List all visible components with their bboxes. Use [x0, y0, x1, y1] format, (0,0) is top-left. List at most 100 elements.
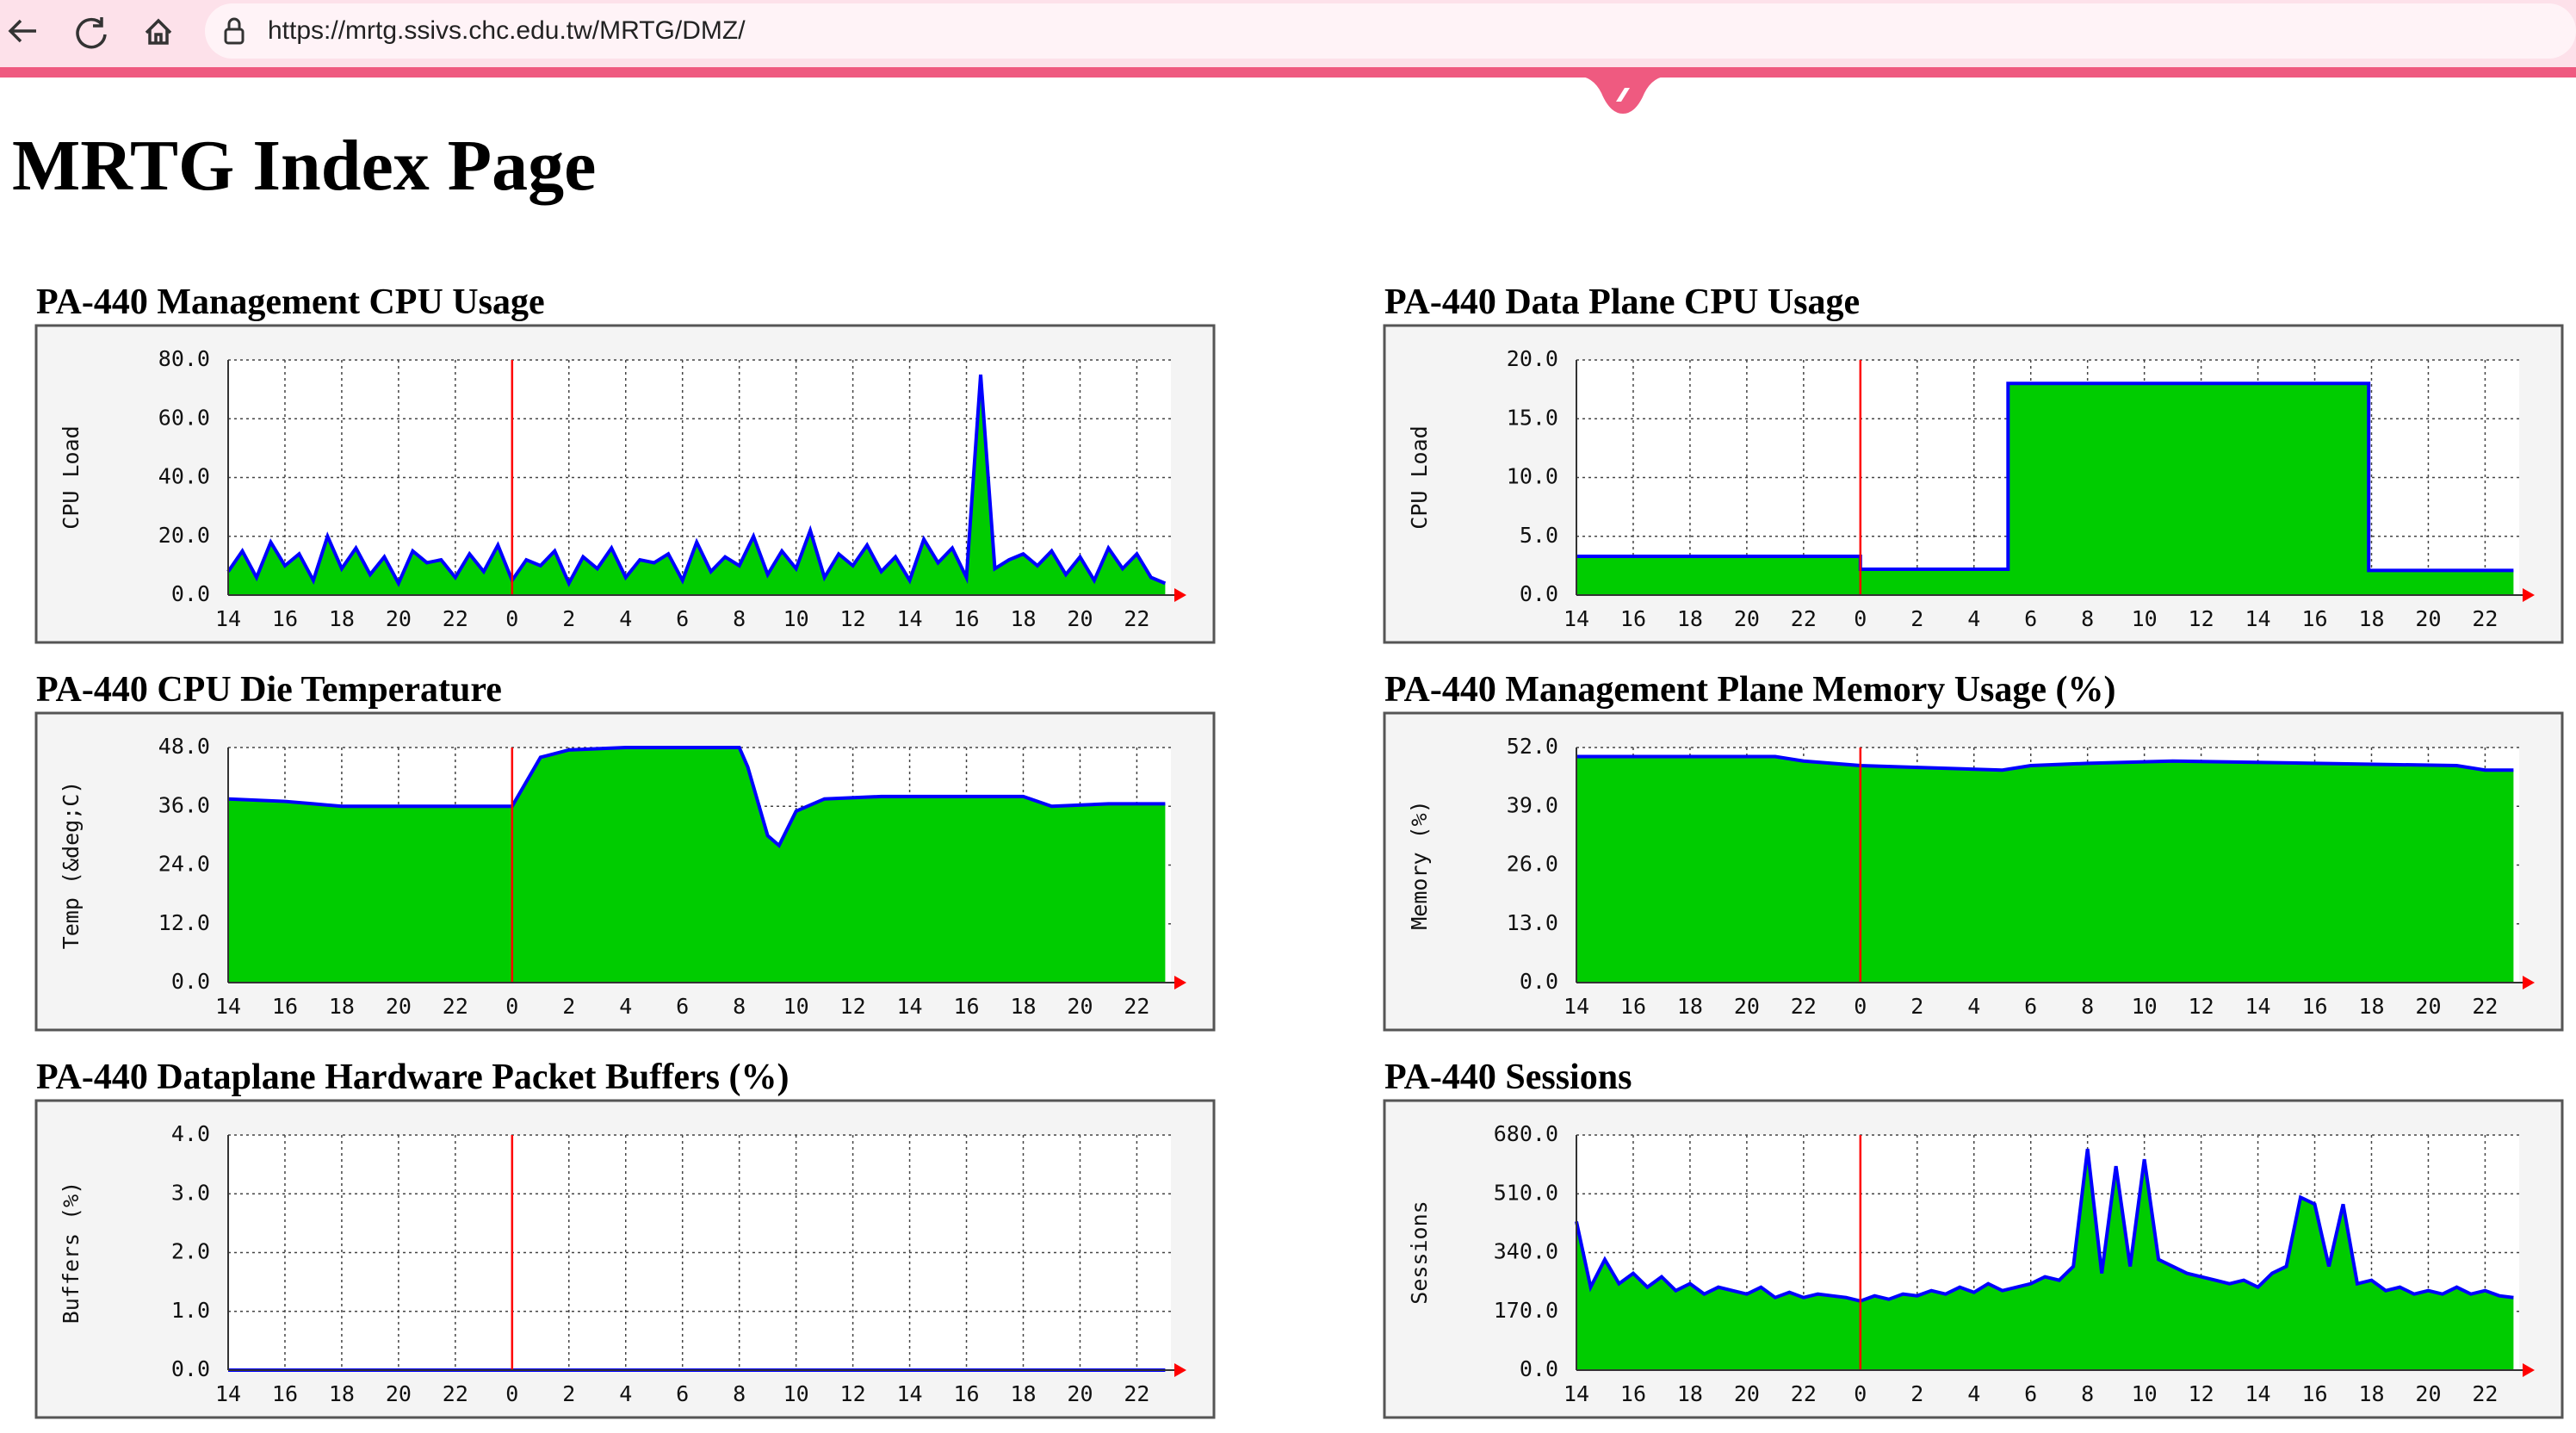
y-tick-label: 170.0: [1494, 1298, 1558, 1323]
y-tick-label: 340.0: [1494, 1239, 1558, 1264]
x-tick-label: 22: [443, 994, 468, 1019]
x-tick-label: 4: [1967, 1381, 1980, 1406]
x-tick-label: 4: [619, 606, 632, 631]
chart-panel: PA-440 CPU Die Temperature 0.0 12.0 24.0 36.…: [34, 670, 1216, 1032]
x-tick-label: 22: [1124, 606, 1149, 631]
axis-arrow: [1174, 976, 1186, 989]
x-tick-label: 16: [272, 994, 298, 1019]
area: [1576, 383, 2514, 595]
y-axis-label: Temp (&deg;C): [59, 781, 84, 950]
chart-title: PA-440 Sessions: [1384, 1058, 1632, 1097]
axis-arrow: [2523, 976, 2535, 989]
y-tick-label: 12.0: [158, 910, 210, 935]
x-tick-label: 18: [2358, 606, 2384, 631]
x-tick-label: 16: [1620, 1381, 1646, 1406]
x-tick-label: 10: [2132, 994, 2158, 1019]
y-axis-label: Buffers (%): [59, 1182, 84, 1324]
x-tick-label: 20: [1734, 1381, 1760, 1406]
x-tick-label: 10: [2132, 606, 2158, 631]
x-tick-label: 22: [443, 1381, 468, 1406]
y-tick-label: 0.0: [1520, 581, 1558, 606]
chart-title: PA-440 Management Plane Memory Usage (%): [1384, 670, 2116, 710]
x-tick-label: 18: [329, 1381, 355, 1406]
y-tick-label: 680.0: [1494, 1121, 1558, 1146]
x-tick-label: 14: [215, 994, 241, 1019]
axis-arrow: [1174, 588, 1186, 602]
y-tick-label: 3.0: [171, 1180, 210, 1205]
x-tick-label: 6: [676, 1381, 689, 1406]
area: [1576, 756, 2514, 983]
y-axis-label: Memory (%): [1407, 800, 1432, 930]
x-tick-label: 4: [1967, 994, 1980, 1019]
line: [1575, 1148, 2514, 1303]
x-tick-label: 16: [272, 1381, 298, 1406]
x-tick-label: 0: [505, 994, 518, 1019]
x-tick-label: 12: [2189, 606, 2214, 631]
axis-arrow: [1174, 1363, 1186, 1377]
chart-title: PA-440 Data Plane CPU Usage: [1384, 282, 1860, 322]
y-tick-label: 5.0: [1520, 523, 1558, 548]
x-tick-label: 16: [1620, 606, 1646, 631]
x-tick-label: 8: [733, 606, 746, 631]
x-tick-label: 6: [2024, 606, 2037, 631]
x-tick-label: 14: [2245, 1381, 2271, 1406]
x-tick-label: 18: [1010, 1381, 1036, 1406]
x-tick-label: 8: [733, 1381, 746, 1406]
y-tick-label: 2.0: [171, 1239, 210, 1264]
y-tick-label: 20.0: [158, 523, 210, 548]
x-tick-label: 18: [2358, 994, 2384, 1019]
x-tick-label: 18: [329, 606, 355, 631]
line: [227, 746, 1166, 848]
x-tick-label: 20: [1067, 994, 1093, 1019]
y-tick-label: 1.0: [171, 1298, 210, 1323]
x-tick-label: 0: [505, 606, 518, 631]
x-tick-label: 8: [2081, 994, 2094, 1019]
x-tick-label: 10: [783, 994, 809, 1019]
x-tick-label: 22: [2472, 994, 2498, 1019]
x-tick-label: 10: [2132, 1381, 2158, 1406]
y-tick-label: 0.0: [1520, 1356, 1558, 1381]
y-tick-label: 510.0: [1494, 1180, 1558, 1205]
x-tick-label: 18: [1677, 606, 1703, 631]
chart-panel: PA-440 Data Plane CPU Usage 0.0 5.0 10.0 15.…: [1383, 282, 2564, 644]
x-tick-label: 14: [897, 994, 923, 1019]
back-button[interactable]: [8, 19, 36, 43]
lock-shackle: [227, 17, 241, 29]
y-tick-label: 20.0: [1507, 346, 1558, 371]
y-tick-label: 26.0: [1507, 852, 1558, 877]
x-tick-label: 12: [2189, 994, 2214, 1019]
x-tick-label: 18: [2358, 1381, 2384, 1406]
x-tick-label: 10: [783, 606, 809, 631]
x-tick-label: 14: [897, 606, 923, 631]
area: [1576, 1149, 2514, 1370]
x-tick-label: 14: [1564, 994, 1589, 1019]
y-axis-label: CPU Load: [1407, 425, 1432, 529]
y-tick-label: 60.0: [158, 405, 210, 430]
address-bar[interactable]: [205, 3, 2576, 59]
y-tick-label: 24.0: [158, 852, 210, 877]
x-tick-label: 20: [386, 994, 412, 1019]
x-tick-label: 12: [840, 606, 866, 631]
x-tick-label: 4: [619, 994, 632, 1019]
chart-title: PA-440 Management CPU Usage: [36, 282, 545, 322]
axis-arrow: [2523, 588, 2535, 602]
x-tick-label: 16: [953, 1381, 979, 1406]
home-button[interactable]: [145, 18, 172, 45]
x-tick-label: 16: [2301, 1381, 2327, 1406]
chart-title: PA-440 Dataplane Hardware Packet Buffers…: [36, 1058, 789, 1097]
lock-icon: [224, 28, 245, 45]
x-tick-label: 18: [1677, 1381, 1703, 1406]
x-tick-label: 16: [2301, 606, 2327, 631]
toolbar-stripe: [0, 67, 2576, 78]
area: [228, 375, 1166, 595]
y-axis-label: CPU Load: [59, 425, 84, 529]
x-tick-label: 8: [2081, 606, 2094, 631]
x-tick-label: 6: [676, 994, 689, 1019]
x-tick-label: 16: [2301, 994, 2327, 1019]
y-tick-label: 0.0: [1520, 969, 1558, 994]
chart-panel: PA-440 Dataplane Hardware Packet Buffers…: [34, 1058, 1216, 1419]
reload-button[interactable]: [76, 17, 107, 49]
x-tick-label: 20: [2415, 1381, 2441, 1406]
